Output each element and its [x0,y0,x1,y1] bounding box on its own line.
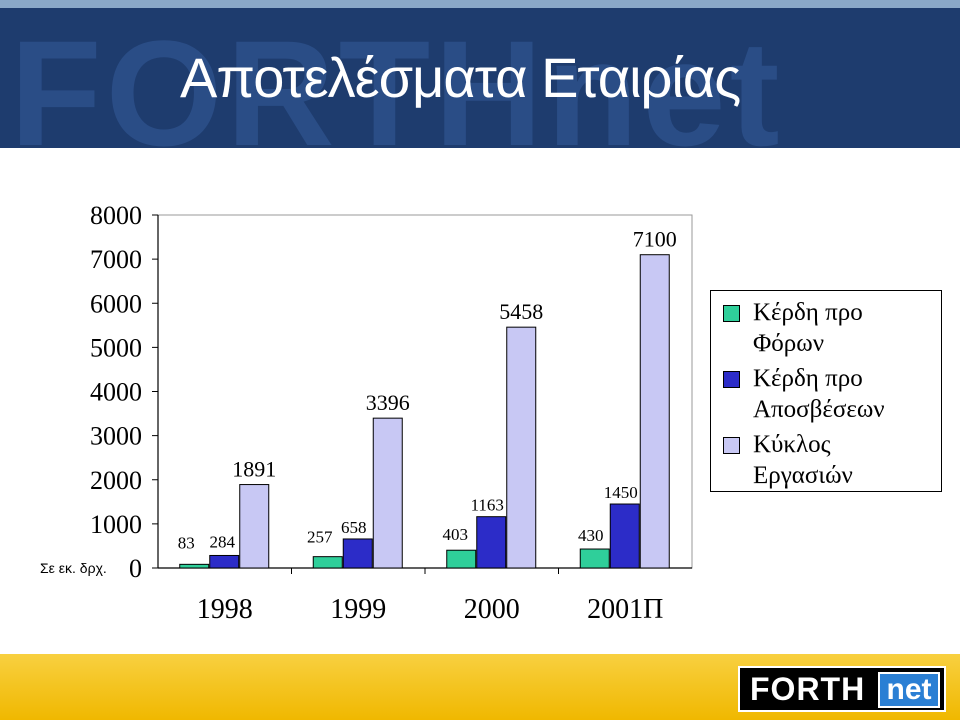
bar-profit-before-tax-1998 [179,563,210,569]
data-label-profit-before-tax-1998: 83 [178,533,195,552]
data-label-ebitda-2000: 1163 [471,496,504,515]
units-label: Σε εκ. δρχ. [40,560,107,576]
y-tick-label: 6000 [90,289,142,318]
header-watermark: FORTHnet [10,9,784,148]
y-tick-label: 7000 [90,245,142,274]
logo-net-text: net [878,672,940,708]
bar-turnover-2000 [506,326,537,569]
data-label-turnover-2000: 5458 [499,299,543,324]
legend-label-turnover: Κύκλος Εργασιών [753,431,853,489]
header-banner: FORTHnet Αποτελέσματα Εταιρίας [0,0,960,148]
legend-swatch-profit-before-tax [723,305,740,322]
bar-ebitda-1998 [209,554,240,569]
bar-turnover-1998 [239,484,270,569]
data-label-turnover-1999: 3396 [366,390,410,415]
bar-ebitda-2001 [609,503,640,569]
y-tick-label: 8000 [90,201,142,230]
x-tick-label-2001: 2001Π [587,594,663,625]
data-label-turnover-2001: 7100 [633,227,677,252]
y-tick-label: 3000 [90,422,142,451]
x-tick-label-2000: 2000 [464,594,520,625]
bar-profit-before-tax-2000 [446,549,477,569]
logo-forth-text: FORTH [750,671,866,707]
chart-legend: Κέρδη προ Φόρων Κέρδη προ Αποσβέσεων Κύκ… [710,290,942,492]
y-tick-label: 4000 [90,378,142,407]
header-top-stripe [0,0,960,8]
y-tick-label: 2000 [90,466,142,495]
legend-swatch-turnover [723,437,740,454]
data-label-profit-before-tax-2001: 430 [578,526,604,545]
legend-label-profit-before-tax: Κέρδη προ Φόρων [753,299,863,357]
y-tick-label: 5000 [90,333,142,362]
data-label-ebitda-2001: 1450 [604,483,638,502]
page-title: Αποτελέσματα Εταιρίας [180,46,741,109]
x-tick-label-1998: 1998 [197,594,253,625]
data-label-ebitda-1998: 284 [210,532,236,551]
bar-ebitda-1999 [342,538,373,569]
forthnet-logo: FORTH net [738,666,946,712]
bar-profit-before-tax-1999 [312,556,343,569]
data-label-ebitda-1999: 658 [341,518,367,537]
bar-turnover-1999 [372,417,403,569]
bar-turnover-2001 [639,254,670,569]
bar-profit-before-tax-2001 [579,548,610,569]
data-label-profit-before-tax-2000: 403 [443,525,469,544]
y-tick-label: 1000 [90,510,142,539]
y-tick-label: 0 [129,554,142,583]
data-label-turnover-1998: 1891 [232,457,276,482]
bar-ebitda-2000 [476,516,507,569]
data-label-profit-before-tax-1999: 257 [307,528,333,547]
x-tick-label-1999: 1999 [330,594,386,625]
legend-swatch-ebitda [723,371,740,388]
legend-label-ebitda: Κέρδη προ Αποσβέσεων [753,365,885,423]
